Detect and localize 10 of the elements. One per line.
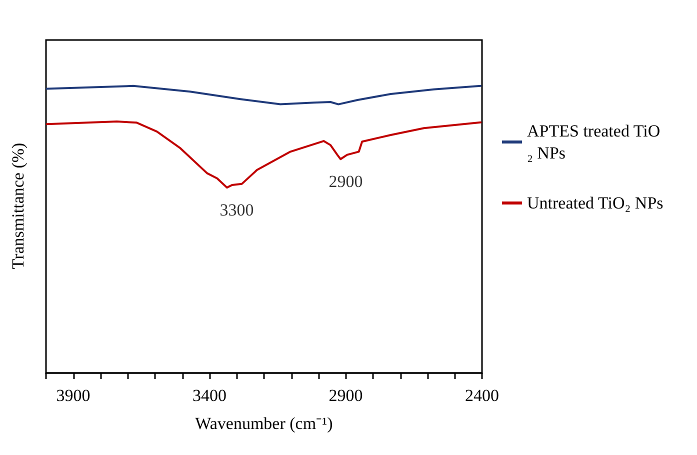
- legend-label: Untreated TiO₂ NPs: [527, 194, 664, 212]
- x-axis-title: Wavenumber (cm⁻¹): [195, 414, 333, 433]
- x-tick-label: 3900: [56, 386, 90, 405]
- annotation: 2900: [328, 172, 363, 192]
- x-tick-label: 3400: [192, 386, 226, 405]
- annotation: 3300: [220, 200, 254, 220]
- legend-label: APTES treated TiO₂ NPs: [527, 122, 660, 162]
- x-tick-label: 2400: [465, 386, 499, 405]
- y-axis-title: Transmittance (%): [8, 142, 28, 270]
- x-tick-label: 2900: [328, 386, 363, 405]
